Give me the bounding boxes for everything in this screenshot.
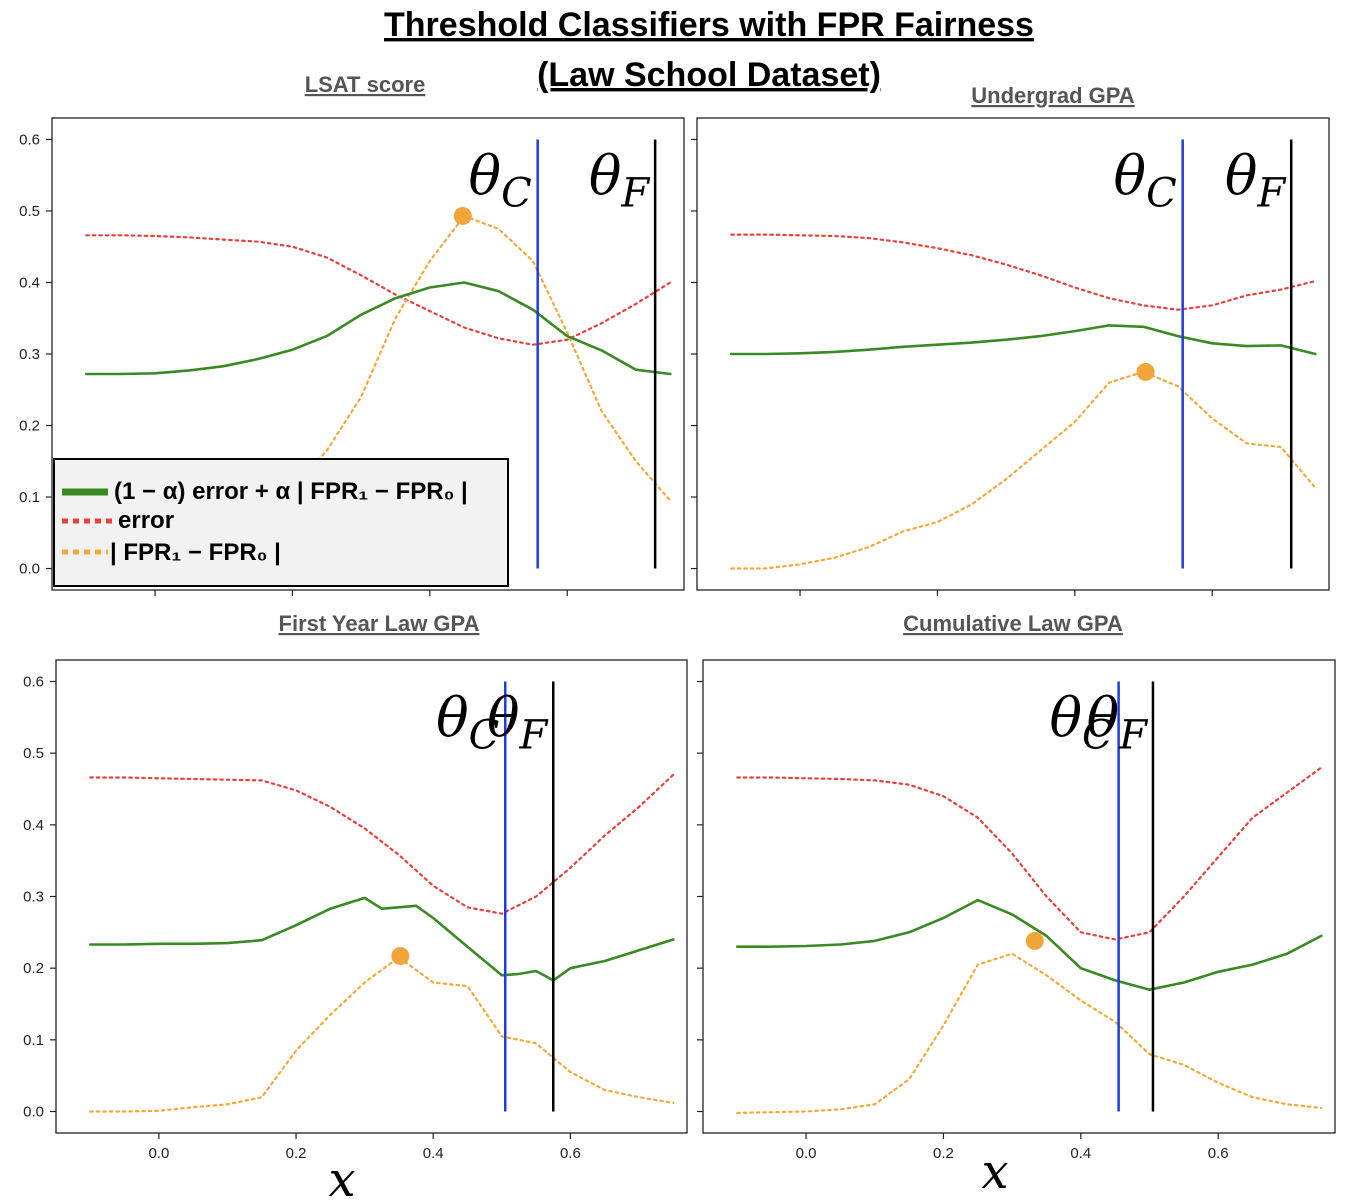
legend-label-error: error xyxy=(118,507,174,534)
x-tick-label: 0.2 xyxy=(933,1145,954,1162)
combined-line xyxy=(85,281,672,376)
error-line xyxy=(89,773,675,915)
x-tick-label: 0.0 xyxy=(796,1145,817,1162)
x-tick-label: 0.4 xyxy=(1070,1145,1091,1162)
combined-line xyxy=(89,896,675,982)
theta-f-label: θF xyxy=(487,687,549,759)
x-tick-label: 0.4 xyxy=(423,1145,444,1162)
panel-title-first-year: First Year Law GPA xyxy=(279,611,480,636)
y-tick-label: 0.6 xyxy=(19,131,40,148)
error-line xyxy=(730,233,1317,311)
y-tick-label: 0.1 xyxy=(23,1032,44,1049)
optimum-marker xyxy=(1136,362,1155,381)
fpr-gap-line xyxy=(89,956,675,1113)
theta-c-label: θC xyxy=(469,144,532,216)
optimum-marker xyxy=(391,946,410,965)
panel-undergrad-gpa: θC θF xyxy=(691,117,1330,596)
theta-f-label: θF xyxy=(1087,687,1149,759)
fpr-gap-line xyxy=(736,952,1323,1115)
x-axis-label-left: x xyxy=(328,1152,355,1204)
y-tick-label: 0.0 xyxy=(19,561,40,578)
plot-frame xyxy=(702,659,1336,1134)
main-title-line1: Threshold Classifiers with FPR Fairness xyxy=(384,6,1034,44)
x-axis-label-right: x xyxy=(981,1144,1008,1200)
theta-f-label: θF xyxy=(1225,144,1287,216)
plot-frame xyxy=(55,659,688,1134)
x-tick-label: 0.0 xyxy=(148,1145,169,1162)
y-tick-label: 0.4 xyxy=(19,274,40,291)
y-tick-label: 0.1 xyxy=(19,489,40,506)
theta-c-label: θC xyxy=(1049,687,1112,759)
legend-label-combined: (1 − α) error + α | FPR₁ − FPR₀ | xyxy=(114,478,468,505)
y-tick-label: 0.3 xyxy=(23,889,44,906)
theta-c-label: θC xyxy=(1114,144,1177,216)
legend-label-fpr-gap: | FPR₁ − FPR₀ | xyxy=(110,539,281,566)
y-tick-label: 0.5 xyxy=(23,745,44,762)
optimum-marker xyxy=(1025,931,1044,950)
y-tick-label: 0.3 xyxy=(19,346,40,363)
fpr-gap-line xyxy=(730,370,1317,570)
y-tick-label: 0.5 xyxy=(19,203,40,220)
optimum-marker xyxy=(453,206,472,225)
panel-title-lsat: LSAT score xyxy=(305,72,426,97)
panel-title-undergrad: Undergrad GPA xyxy=(971,83,1135,108)
y-tick-label: 0.0 xyxy=(23,1104,44,1121)
y-tick-label: 0.4 xyxy=(23,817,44,834)
theta-c-label: θC xyxy=(436,687,499,759)
error-line xyxy=(85,234,672,346)
legend: (1 − α) error + α | FPR₁ − FPR₀ | error … xyxy=(53,458,509,587)
y-tick-label: 0.2 xyxy=(23,960,44,977)
main-title-line2: (Law School Dataset) xyxy=(537,56,881,94)
panel-title-cumulative: Cumulative Law GPA xyxy=(903,611,1123,636)
theta-f-label: θF xyxy=(589,144,651,216)
y-tick-label: 0.2 xyxy=(19,418,40,435)
error-line xyxy=(736,766,1323,941)
x-tick-label: 0.2 xyxy=(286,1145,307,1162)
x-tick-label: 0.6 xyxy=(1208,1145,1229,1162)
legend-box xyxy=(53,458,509,587)
x-tick-label: 0.6 xyxy=(560,1145,581,1162)
y-tick-label: 0.6 xyxy=(23,674,44,691)
combined-line xyxy=(735,898,1323,992)
combined-line xyxy=(729,324,1317,356)
